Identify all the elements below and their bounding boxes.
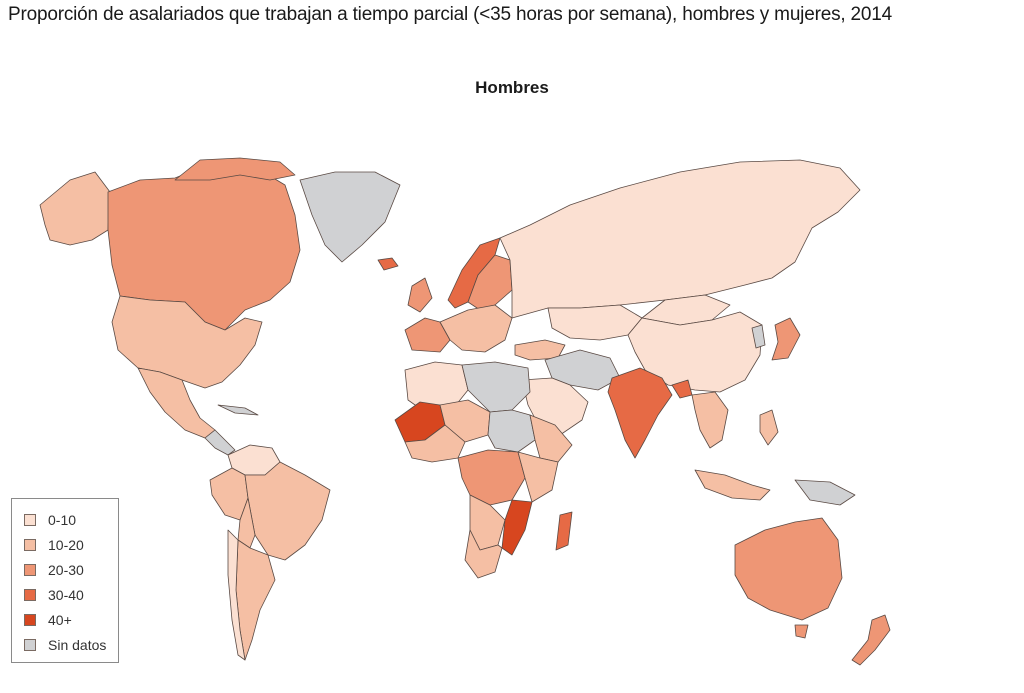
legend-swatch xyxy=(24,563,36,576)
country-alaska xyxy=(39,171,111,246)
legend-label: Sin datos xyxy=(48,636,107,653)
country-mozambique xyxy=(501,499,533,556)
legend-item: 40+ xyxy=(24,607,118,632)
map-legend: 0-10 10-20 20-30 30-40 40+ Sin datos xyxy=(11,498,119,663)
country-cuba xyxy=(217,404,259,416)
legend-swatch xyxy=(24,513,36,526)
legend-label: 20-30 xyxy=(48,561,84,578)
chart-title: Proporción de asalariados que trabajan a… xyxy=(8,4,892,25)
country-sudan-region xyxy=(487,409,536,453)
legend-item: Sin datos xyxy=(24,632,118,657)
legend-label: 0-10 xyxy=(48,511,77,528)
legend-item: 30-40 xyxy=(24,582,118,607)
legend-label: 40+ xyxy=(48,611,72,628)
country-central-africa xyxy=(457,449,526,506)
legend-label: 30-40 xyxy=(48,586,84,603)
country-philippines xyxy=(759,409,779,446)
legend-item: 10-20 xyxy=(24,532,118,557)
country-korea xyxy=(751,324,766,349)
country-west-africa-coast xyxy=(404,424,466,463)
country-tasmania xyxy=(794,624,809,639)
country-se-asia-mainland xyxy=(691,391,729,449)
country-australia xyxy=(734,517,843,621)
country-india xyxy=(607,367,673,459)
country-peru xyxy=(209,467,249,521)
country-greenland xyxy=(299,171,401,263)
world-map xyxy=(39,157,891,666)
legend-item: 20-30 xyxy=(24,557,118,582)
country-uk-ireland xyxy=(407,277,433,313)
country-east-africa xyxy=(517,451,559,503)
country-madagascar xyxy=(555,511,573,551)
map-subtitle: Hombres xyxy=(475,78,549,97)
country-papua xyxy=(794,479,856,506)
country-libya-egypt xyxy=(461,361,531,413)
legend-swatch xyxy=(24,638,36,651)
country-russia xyxy=(499,159,861,319)
country-chile xyxy=(227,529,246,661)
legend-swatch xyxy=(24,588,36,601)
country-central-europe xyxy=(439,304,513,353)
country-central-america xyxy=(204,429,236,456)
country-indonesia xyxy=(694,469,771,501)
country-usa xyxy=(111,295,263,389)
country-new-zealand xyxy=(851,614,891,666)
country-canada-islands xyxy=(174,157,296,181)
country-iceland xyxy=(377,257,399,271)
country-south-africa xyxy=(464,529,503,579)
legend-swatch xyxy=(24,538,36,551)
country-brazil xyxy=(244,461,331,561)
country-bolivia xyxy=(237,497,256,549)
legend-swatch xyxy=(24,613,36,626)
legend-label: 10-20 xyxy=(48,536,84,553)
country-japan xyxy=(771,317,801,361)
country-north-africa-west xyxy=(404,361,469,413)
legend-item: 0-10 xyxy=(24,507,118,532)
